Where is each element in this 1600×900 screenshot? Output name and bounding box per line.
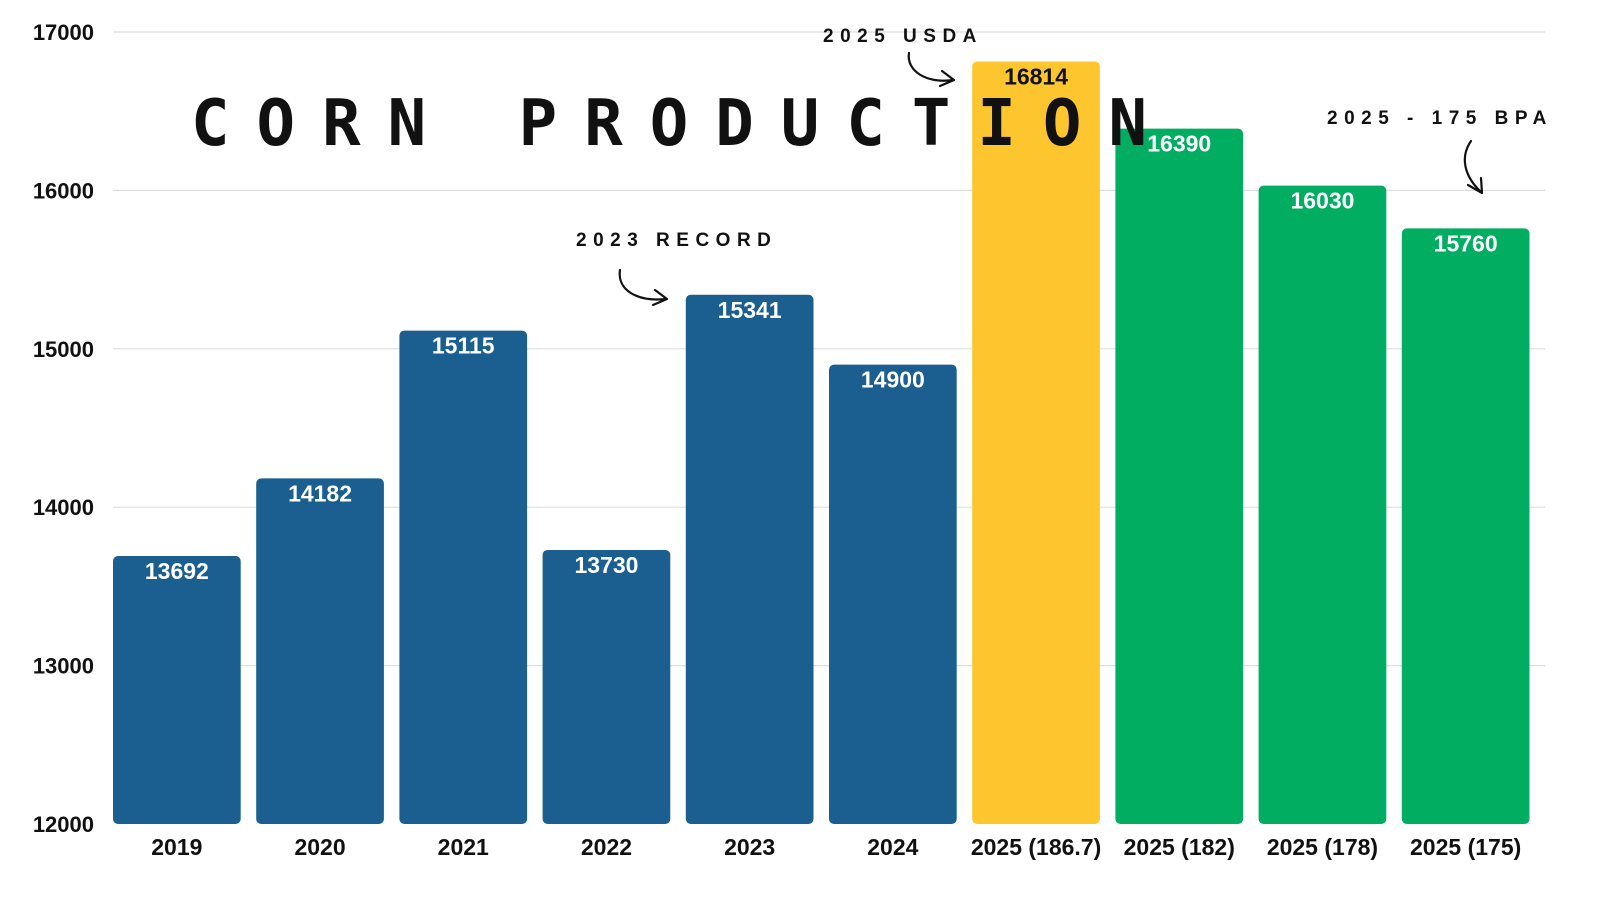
y-tick-label: 15000 xyxy=(33,337,94,362)
x-tick-label: 2023 xyxy=(724,834,775,860)
bar xyxy=(256,478,384,824)
x-tick-label: 2025 (175) xyxy=(1410,834,1521,860)
annotation-2023-record-text: 2023 RECORD xyxy=(576,230,777,251)
y-tick-label: 17000 xyxy=(33,20,94,45)
bar xyxy=(1258,185,1387,824)
y-axis-ticks: 12000 13000 14000 15000 16000 17000 xyxy=(33,20,94,837)
annotation-2023-record-arrow xyxy=(618,268,668,301)
bar xyxy=(113,555,241,824)
x-axis-ticks: 2019 2020 2021 2022 2023 2024 2025 (186.7) 2025… xyxy=(151,834,1521,860)
x-tick-label: 2025 (178) xyxy=(1267,834,1378,860)
bar xyxy=(972,61,1100,824)
data-labels: 13692 14182 15115 13730 15341 14900 16814 16390… xyxy=(145,63,1498,584)
chart-title: CORN PRODUCTION xyxy=(191,87,1174,161)
y-tick-label: 13000 xyxy=(33,654,94,679)
x-tick-label: 2020 xyxy=(294,834,345,860)
x-tick-label: 2025 (186.7) xyxy=(971,834,1101,860)
bar xyxy=(1115,128,1244,824)
x-tick-label: 2022 xyxy=(581,834,632,860)
y-tick-label: 12000 xyxy=(33,812,94,837)
annotation-2025-usda-arrow xyxy=(907,51,955,82)
y-tick-label: 16000 xyxy=(33,178,94,203)
bars xyxy=(113,61,1530,824)
data-label: 14900 xyxy=(861,367,925,393)
data-label: 16814 xyxy=(1004,63,1068,89)
bar xyxy=(1401,228,1530,824)
bar xyxy=(685,294,814,824)
annotation-2025-175-bpa: 2025 - 175 BPA xyxy=(1327,108,1553,195)
annotation-2025-175-bpa-arrowhead xyxy=(1466,176,1484,195)
data-label: 13730 xyxy=(574,552,638,578)
y-tick-label: 14000 xyxy=(33,495,94,520)
data-label: 16030 xyxy=(1290,188,1354,214)
bar xyxy=(829,364,957,824)
annotation-2025-usda-text: 2025 USDA xyxy=(823,26,983,47)
annotation-2023-record: 2023 RECORD xyxy=(576,230,777,307)
annotation-2023-record-arrowhead xyxy=(651,288,669,307)
annotation-2025-usda-arrowhead xyxy=(938,69,956,88)
data-label: 16390 xyxy=(1147,131,1211,157)
bar xyxy=(399,330,528,824)
annotation-2025-usda: 2025 USDA xyxy=(823,26,983,88)
x-tick-label: 2024 xyxy=(867,834,918,860)
data-label: 15341 xyxy=(718,297,782,323)
x-tick-label: 2019 xyxy=(151,834,202,860)
data-label: 14182 xyxy=(288,480,352,506)
data-label: 13692 xyxy=(145,558,209,584)
bar xyxy=(542,549,671,824)
data-label: 15760 xyxy=(1434,230,1498,256)
annotation-2025-175-bpa-arrow xyxy=(1463,139,1483,194)
x-tick-label: 2025 (182) xyxy=(1124,834,1235,860)
annotation-2025-175-bpa-text: 2025 - 175 BPA xyxy=(1327,108,1553,129)
x-tick-label: 2021 xyxy=(438,834,489,860)
data-label: 15115 xyxy=(432,333,495,359)
